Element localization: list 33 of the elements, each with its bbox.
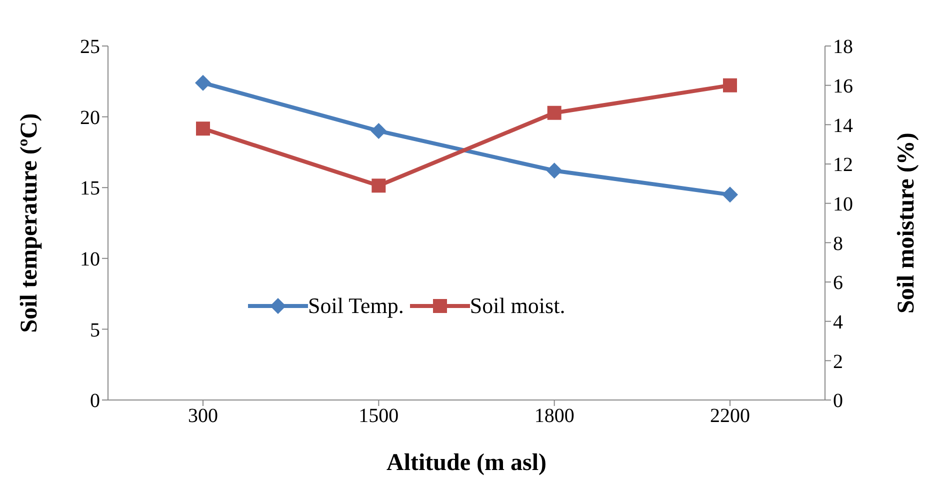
y2-tick-label: 2	[833, 350, 843, 373]
y2-tick-label: 14	[833, 114, 853, 137]
y2-tick-label: 8	[833, 232, 843, 255]
y-tick-label: 10	[80, 248, 100, 270]
y2-tick-label: 16	[833, 75, 853, 98]
y2-axis-title: Soil moisture (%)	[894, 132, 920, 314]
y2-tick-label: 4	[833, 311, 843, 334]
point	[547, 106, 562, 120]
legend-label: Soil moist.	[470, 293, 566, 319]
y-tick-label: 0	[90, 390, 100, 412]
x-axis-title: Altitude (m asl)	[386, 450, 546, 476]
point	[722, 186, 738, 203]
point	[195, 74, 211, 91]
y-tick-label: 5	[90, 319, 100, 342]
y2-tick-label: 18	[833, 36, 853, 58]
y2-tick-label: 12	[833, 154, 853, 176]
x-tick-label: 2200	[710, 405, 750, 428]
point	[723, 78, 737, 92]
y2-tick-label: 0	[833, 390, 843, 412]
y-axis-title: Soil temperature (ºC)	[16, 113, 43, 333]
x-tick-label: 300	[188, 405, 218, 428]
point	[370, 122, 387, 139]
legend-label: Soil Temp.	[308, 293, 404, 319]
point	[196, 122, 210, 136]
point	[546, 162, 562, 179]
y-tick-label: 20	[80, 106, 100, 129]
y2-tick-label: 10	[833, 193, 853, 216]
y2-tick-label: 6	[833, 272, 843, 294]
y-tick-label: 15	[80, 178, 100, 200]
x-tick-label: 1800	[534, 405, 574, 428]
y-tick-label: 25	[80, 36, 100, 58]
x-tick-label: 1500	[358, 405, 399, 428]
point	[372, 178, 386, 193]
